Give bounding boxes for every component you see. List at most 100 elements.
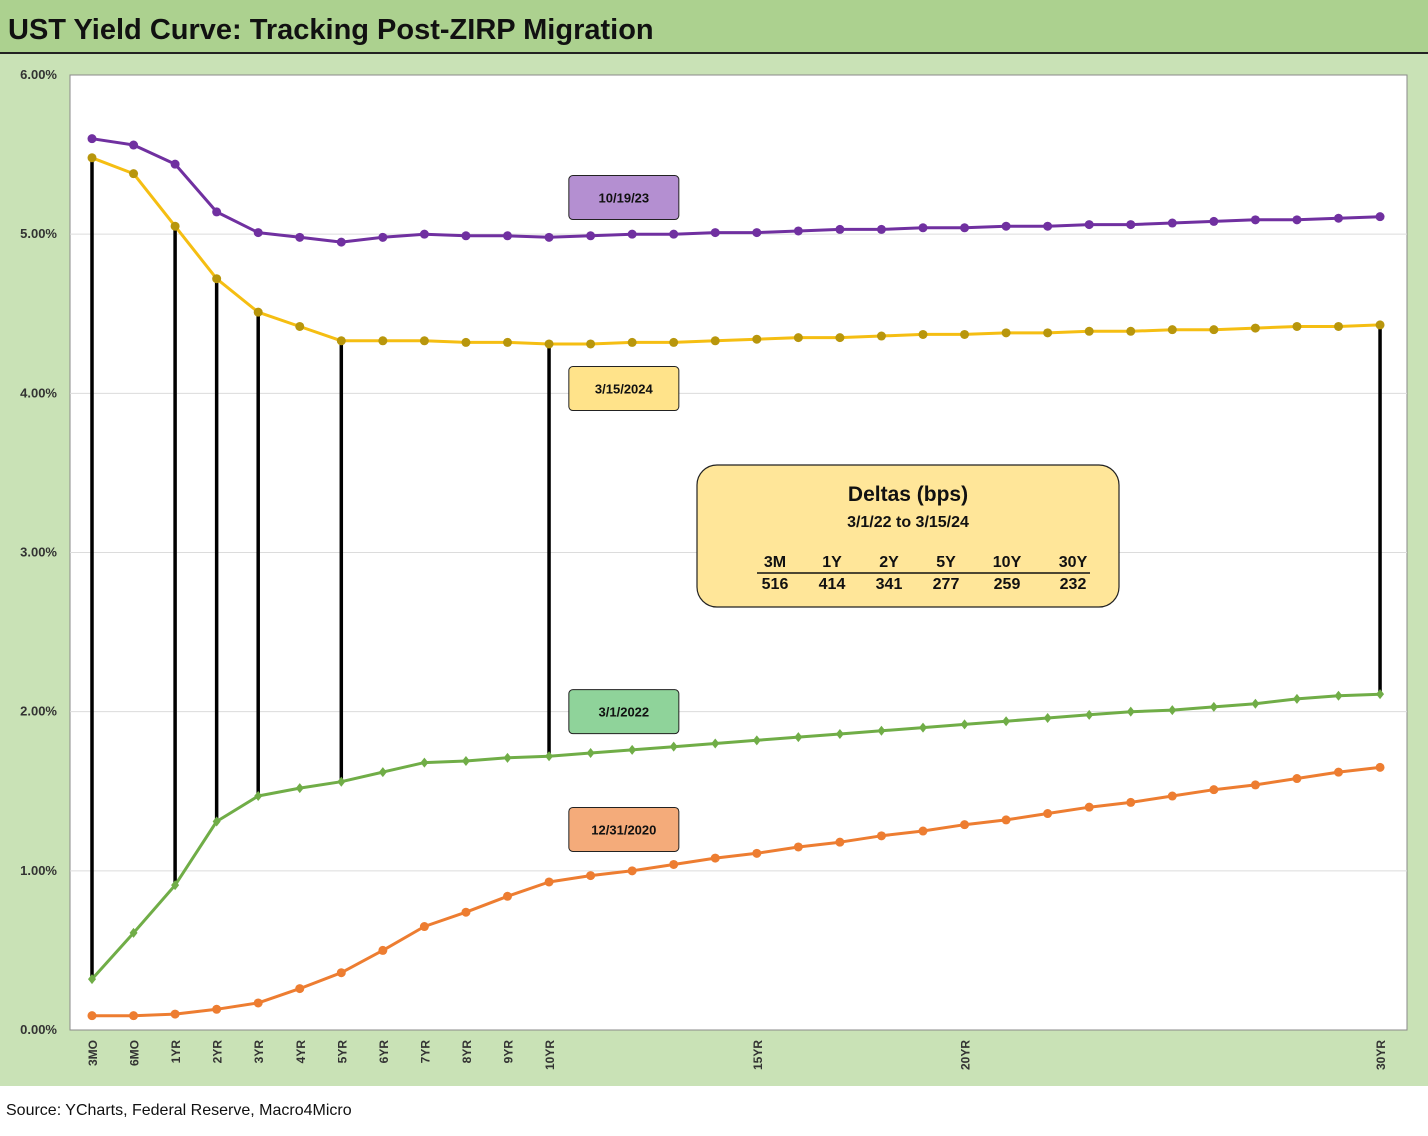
deltas-header: 5Y xyxy=(936,554,956,571)
data-point xyxy=(1168,705,1177,716)
deltas-box-frame xyxy=(696,464,1120,608)
data-point xyxy=(918,223,928,233)
data-point xyxy=(1002,716,1011,727)
series-line xyxy=(92,765,1381,1018)
data-point xyxy=(1084,326,1094,336)
data-point xyxy=(586,231,596,241)
data-point xyxy=(295,783,304,794)
data-point xyxy=(129,927,138,938)
data-point xyxy=(1292,321,1302,331)
series-group xyxy=(87,153,1385,349)
series-label-box xyxy=(568,366,680,412)
data-point xyxy=(170,1009,180,1019)
x-tick-label: 8YR xyxy=(460,1040,474,1064)
title-bar: UST Yield Curve: Tracking Post-ZIRP Migr… xyxy=(0,0,1428,54)
deltas-value: 277 xyxy=(933,576,960,593)
x-tick-label: 20YR xyxy=(959,1040,973,1070)
x-tick-label: 3MO xyxy=(86,1040,100,1066)
data-point xyxy=(960,820,970,830)
data-point xyxy=(87,153,97,163)
data-point xyxy=(669,337,679,347)
data-point xyxy=(212,274,222,284)
series-label: 12/31/2020 xyxy=(568,806,680,852)
data-point xyxy=(88,974,96,985)
data-point xyxy=(1250,323,1260,333)
data-point xyxy=(627,229,637,239)
data-point xyxy=(170,159,180,169)
data-point xyxy=(835,224,845,234)
data-point xyxy=(1043,713,1052,724)
data-point xyxy=(336,336,346,346)
deltas-value: 341 xyxy=(876,576,903,593)
data-point xyxy=(295,321,305,331)
data-point xyxy=(253,307,263,317)
data-point xyxy=(586,871,596,881)
series-label-box xyxy=(568,689,680,735)
data-point xyxy=(170,221,180,231)
deltas-header: 3M xyxy=(764,554,786,571)
data-point xyxy=(628,744,637,755)
data-point xyxy=(1334,213,1343,223)
data-point xyxy=(1292,693,1301,704)
data-point xyxy=(710,853,720,863)
deltas-value: 516 xyxy=(762,576,789,593)
source-note: Source: YCharts, Federal Reserve, Macro4… xyxy=(6,1102,352,1119)
data-point xyxy=(503,231,512,241)
data-point xyxy=(212,1004,222,1014)
data-point xyxy=(129,169,139,179)
data-point xyxy=(1126,326,1136,336)
data-point xyxy=(378,336,388,346)
data-point xyxy=(960,329,970,339)
data-point xyxy=(337,776,346,787)
deltas-subtitle: 3/1/22 to 3/15/24 xyxy=(847,514,969,531)
data-point xyxy=(1250,780,1260,790)
data-point xyxy=(212,816,221,827)
data-point xyxy=(1167,218,1177,228)
data-point xyxy=(1375,320,1385,330)
data-point xyxy=(336,968,346,978)
series-label: 3/15/2024 xyxy=(568,366,680,412)
deltas-value: 414 xyxy=(819,576,846,593)
data-point xyxy=(918,826,928,836)
data-point xyxy=(544,339,554,349)
deltas-box: Deltas (bps) 3/1/22 to 3/15/24 3M 516 1Y 414 2… xyxy=(696,464,1120,608)
data-point xyxy=(586,748,595,759)
data-point xyxy=(669,741,678,752)
data-point xyxy=(503,891,512,901)
data-point xyxy=(419,229,429,239)
data-point xyxy=(835,728,844,739)
series-label: 10/19/23 xyxy=(568,175,680,221)
deltas-value: 232 xyxy=(1060,576,1087,593)
series-line xyxy=(90,692,1381,981)
series-label-box xyxy=(568,175,680,221)
series-line xyxy=(91,137,1381,244)
data-point xyxy=(752,848,762,858)
data-point xyxy=(420,757,429,768)
page-title: UST Yield Curve: Tracking Post-ZIRP Migr… xyxy=(8,14,654,46)
data-point xyxy=(1209,216,1219,226)
y-tick-label: 1.00% xyxy=(20,863,57,878)
data-point xyxy=(1375,212,1385,222)
y-tick-label: 0.00% xyxy=(20,1022,57,1037)
series-label-text: 3/15/2024 xyxy=(595,382,654,397)
series-label: 3/1/2022 xyxy=(568,689,680,735)
deltas-title: Deltas (bps) xyxy=(848,483,968,506)
data-point xyxy=(1292,774,1302,784)
data-point xyxy=(544,877,554,887)
data-point xyxy=(336,237,346,247)
data-point xyxy=(129,1011,139,1021)
data-point xyxy=(1375,762,1385,772)
data-point xyxy=(1001,328,1011,338)
data-point xyxy=(503,337,512,347)
x-tick-label: 2YR xyxy=(211,1040,225,1064)
x-tick-label: 10YR xyxy=(543,1040,557,1070)
data-point xyxy=(627,866,637,876)
x-tick-label: 1YR xyxy=(169,1040,183,1064)
data-point xyxy=(378,945,388,955)
data-point xyxy=(1334,321,1343,331)
x-tick-label: 7YR xyxy=(418,1040,432,1064)
series-label-text: 10/19/23 xyxy=(599,191,650,206)
data-point xyxy=(1126,797,1136,807)
data-point xyxy=(1001,815,1011,825)
data-point xyxy=(378,767,387,778)
